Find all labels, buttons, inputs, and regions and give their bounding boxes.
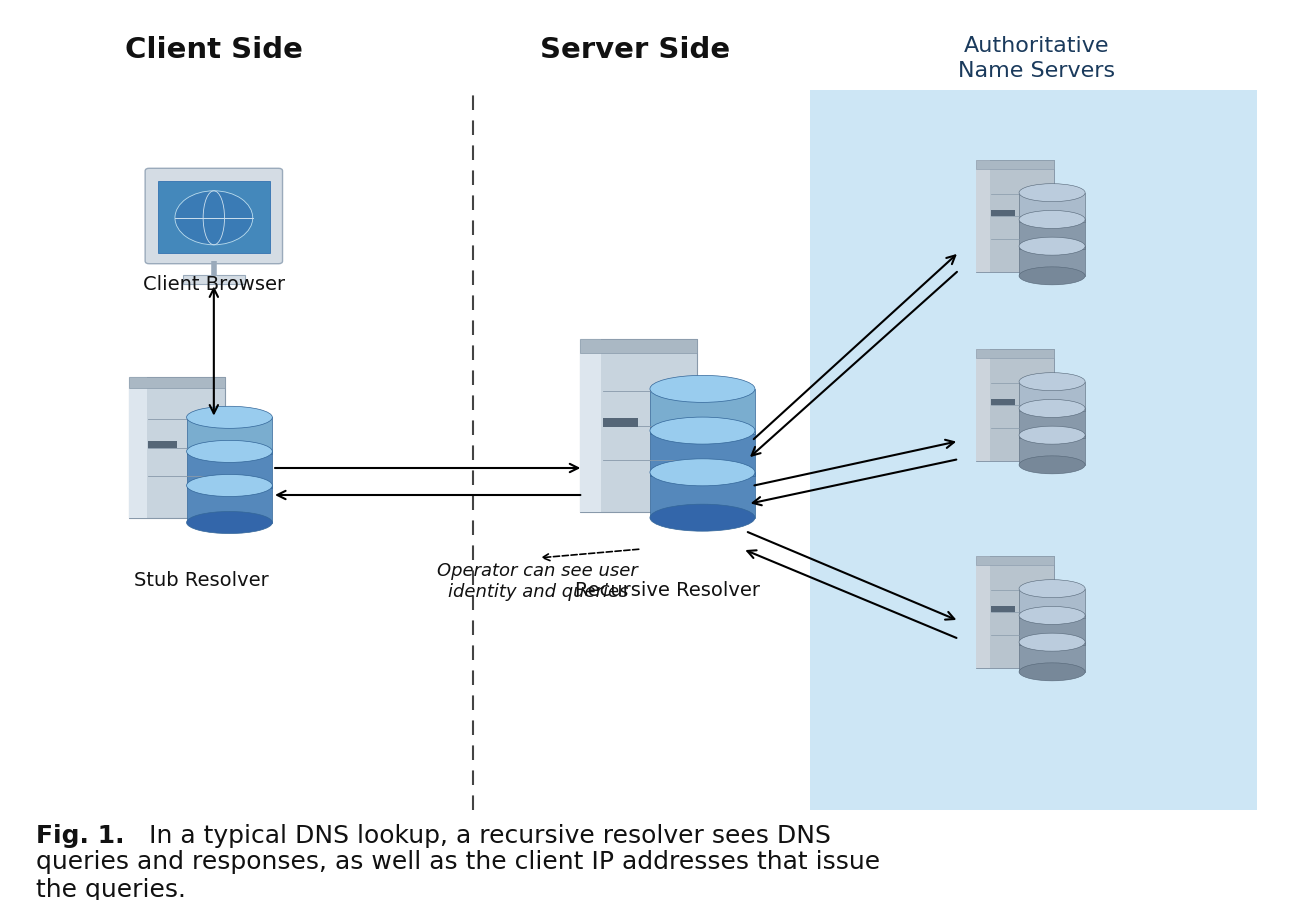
FancyBboxPatch shape (1019, 589, 1085, 618)
Ellipse shape (1019, 373, 1085, 391)
Text: Recursive Resolver: Recursive Resolver (575, 580, 759, 599)
FancyBboxPatch shape (976, 348, 1054, 461)
Ellipse shape (1019, 211, 1085, 229)
Circle shape (175, 191, 253, 245)
Text: the queries.: the queries. (36, 878, 187, 900)
Ellipse shape (187, 440, 272, 463)
FancyBboxPatch shape (581, 339, 697, 512)
Text: Authoritative
Name Servers: Authoritative Name Servers (958, 36, 1116, 81)
FancyBboxPatch shape (149, 441, 178, 448)
FancyBboxPatch shape (976, 348, 990, 461)
FancyBboxPatch shape (187, 452, 272, 489)
FancyBboxPatch shape (1019, 382, 1085, 411)
Text: Stub Resolver: Stub Resolver (133, 572, 268, 590)
FancyBboxPatch shape (991, 400, 1015, 405)
Ellipse shape (649, 375, 754, 402)
FancyBboxPatch shape (1019, 193, 1085, 222)
Ellipse shape (1019, 237, 1085, 256)
Ellipse shape (1019, 184, 1085, 202)
FancyBboxPatch shape (991, 211, 1015, 217)
Text: Server Side: Server Side (540, 36, 730, 64)
Text: Operator can see user
identity and queries: Operator can see user identity and queri… (438, 562, 638, 601)
Ellipse shape (1019, 607, 1085, 625)
Ellipse shape (187, 474, 272, 497)
Ellipse shape (1019, 580, 1085, 598)
Text: In a typical DNS lookup, a recursive resolver sees DNS: In a typical DNS lookup, a recursive res… (149, 824, 831, 848)
FancyBboxPatch shape (1019, 409, 1085, 438)
FancyBboxPatch shape (187, 485, 272, 523)
Ellipse shape (1019, 266, 1085, 284)
FancyBboxPatch shape (976, 348, 1054, 357)
FancyBboxPatch shape (651, 430, 754, 476)
FancyBboxPatch shape (1019, 436, 1085, 464)
FancyBboxPatch shape (976, 160, 1054, 169)
Ellipse shape (1019, 455, 1085, 473)
FancyBboxPatch shape (158, 181, 270, 254)
FancyBboxPatch shape (976, 160, 1054, 272)
Ellipse shape (187, 511, 272, 534)
FancyBboxPatch shape (976, 555, 1054, 668)
FancyBboxPatch shape (1019, 643, 1085, 671)
FancyBboxPatch shape (603, 418, 639, 427)
FancyBboxPatch shape (651, 389, 754, 434)
FancyBboxPatch shape (145, 168, 283, 264)
Ellipse shape (649, 504, 754, 531)
FancyBboxPatch shape (1019, 616, 1085, 645)
FancyBboxPatch shape (651, 472, 754, 518)
FancyBboxPatch shape (991, 607, 1015, 612)
Ellipse shape (1019, 634, 1085, 652)
FancyBboxPatch shape (130, 377, 146, 518)
Text: Client Browser: Client Browser (143, 274, 285, 293)
Ellipse shape (1019, 400, 1085, 418)
FancyBboxPatch shape (976, 555, 1054, 565)
FancyBboxPatch shape (581, 339, 601, 512)
FancyBboxPatch shape (183, 275, 245, 284)
Text: Fig. 1.: Fig. 1. (36, 824, 124, 848)
Ellipse shape (649, 459, 754, 486)
FancyBboxPatch shape (130, 377, 224, 388)
Ellipse shape (1019, 662, 1085, 680)
FancyBboxPatch shape (187, 418, 272, 454)
Ellipse shape (187, 406, 272, 428)
FancyBboxPatch shape (976, 160, 990, 272)
FancyBboxPatch shape (810, 90, 1257, 810)
Text: Client Side: Client Side (124, 36, 303, 64)
Ellipse shape (1019, 427, 1085, 445)
FancyBboxPatch shape (976, 555, 990, 668)
FancyBboxPatch shape (581, 339, 697, 354)
FancyBboxPatch shape (1019, 246, 1085, 275)
FancyBboxPatch shape (130, 377, 224, 518)
FancyBboxPatch shape (1019, 220, 1085, 249)
Ellipse shape (649, 417, 754, 444)
Text: queries and responses, as well as the client IP addresses that issue: queries and responses, as well as the cl… (36, 850, 880, 875)
